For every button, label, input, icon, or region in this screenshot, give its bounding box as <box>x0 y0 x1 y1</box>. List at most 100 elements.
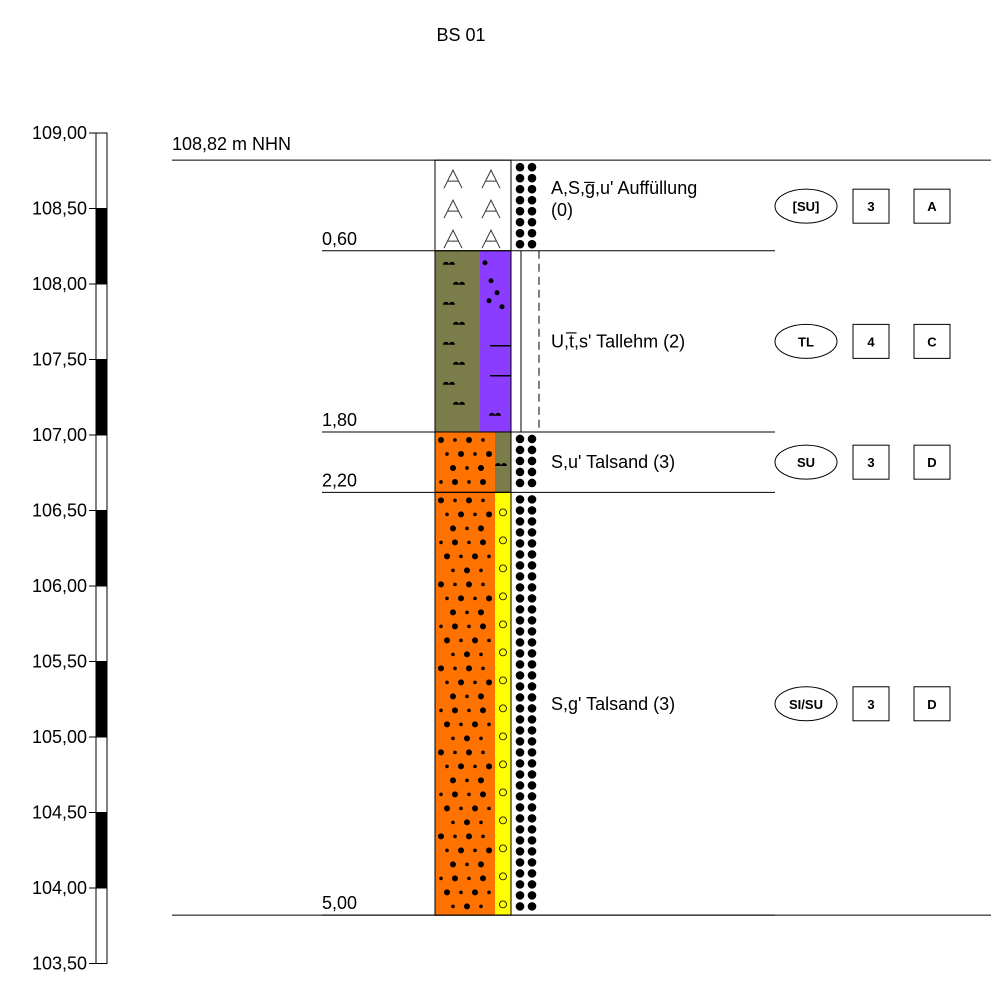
layer-secondary-fill <box>495 431 511 493</box>
consistency-dot <box>515 616 525 625</box>
sand-dot <box>465 778 469 783</box>
consistency-dot <box>527 880 537 889</box>
consistency-dot <box>515 891 525 900</box>
sand-dot <box>466 833 472 840</box>
class-letter-box <box>913 188 951 224</box>
layer-depth-label: 1,80 <box>322 410 357 430</box>
sand-dot <box>450 693 456 700</box>
consistency-dot <box>515 759 525 768</box>
gravel-circle <box>499 676 507 685</box>
class-letter-box <box>913 686 951 722</box>
consistency-dot <box>515 858 525 867</box>
layer-secondary-fill <box>495 492 511 916</box>
sand-dot <box>458 763 464 770</box>
consistency-dot <box>527 836 537 845</box>
consistency-dot <box>515 434 525 444</box>
consistency-dot <box>515 228 525 238</box>
consistency-dot <box>527 726 537 735</box>
consistency-dot <box>527 693 537 702</box>
consistency-dot <box>527 616 537 625</box>
scale-tick-label: 108,50 <box>32 199 87 219</box>
scale-segment <box>95 661 108 738</box>
layer-fill <box>434 159 512 252</box>
layer-2-graphic <box>434 250 540 433</box>
layer-depth-label: 2,20 <box>322 470 357 490</box>
sand-dot <box>453 498 457 503</box>
consistency-dot <box>527 517 537 526</box>
consistency-dot <box>515 660 525 669</box>
consistency-dot <box>527 759 537 768</box>
sand-dot <box>451 820 455 825</box>
sand-dot <box>473 848 477 853</box>
consistency-dot <box>515 445 525 455</box>
gravel-circle <box>499 536 507 545</box>
sand-dot <box>479 652 483 657</box>
consistency-dot <box>515 704 525 713</box>
sand-dot <box>466 665 472 672</box>
scale-segment <box>95 887 108 964</box>
class-letter-label: A <box>927 199 937 214</box>
gravel-dot <box>482 260 488 266</box>
silt-symbol <box>489 412 501 416</box>
sand-dot <box>452 623 458 630</box>
soil-group-ellipse <box>774 686 838 722</box>
class-letter-box <box>913 323 951 359</box>
sand-dot <box>480 539 486 546</box>
consistency-dot <box>527 770 537 779</box>
gravel-circle <box>499 648 507 657</box>
sand-dot <box>451 568 455 573</box>
sand-dot <box>459 890 463 895</box>
layer-depth-label: 0,60 <box>322 229 357 249</box>
consistency-dot <box>515 583 525 592</box>
consistency-dot <box>515 792 525 801</box>
consistency-dot <box>515 594 525 603</box>
sand-dot <box>486 679 492 686</box>
consistency-dot <box>515 825 525 834</box>
sand-dot <box>465 526 469 531</box>
sand-dot <box>472 721 478 728</box>
consistency-dot <box>527 704 537 713</box>
sand-dot <box>479 820 483 825</box>
consistency-dot <box>527 627 537 636</box>
consistency-dot <box>515 539 525 548</box>
sand-dot <box>444 637 450 644</box>
sand-dot <box>466 436 472 443</box>
sand-dot <box>478 525 484 532</box>
consistency-dot <box>527 550 537 559</box>
layer-depth-label: 5,00 <box>322 893 357 913</box>
layer-description: A,S,g̅,u' Auffüllung <box>551 178 697 198</box>
consistency-dot <box>515 715 525 724</box>
gravel-dot <box>486 298 492 304</box>
consistency-dot <box>527 814 537 823</box>
layer-secondary-fill <box>480 250 511 432</box>
soil-group-label: [SU] <box>793 199 820 214</box>
scale-segment <box>95 208 108 285</box>
elevation-scale: 109,00 108,50 108,00 107,50 107,00 106,50 106,… <box>32 123 108 974</box>
gravel-dot <box>499 304 505 310</box>
sand-dot <box>479 568 483 573</box>
sand-dot <box>481 750 485 755</box>
sand-dot <box>439 624 443 629</box>
class-letter-label: C <box>927 334 937 349</box>
scale-segment <box>95 736 108 813</box>
sand-dot <box>466 497 472 504</box>
gravel-circle <box>499 592 507 601</box>
sand-dot <box>473 680 477 685</box>
sand-dot <box>450 464 456 471</box>
sand-dot <box>439 540 443 545</box>
sand-dot <box>486 450 492 457</box>
consistency-dot <box>527 539 537 548</box>
sand-dot <box>487 722 491 727</box>
consistency-dot <box>515 467 525 477</box>
sand-dot <box>466 749 472 756</box>
sand-dot <box>473 764 477 769</box>
gravel-circle <box>499 704 507 713</box>
sand-dot <box>438 436 444 443</box>
soil-group-ellipse <box>774 188 838 224</box>
sand-dot <box>467 792 471 797</box>
soil-group-ellipse <box>774 444 838 480</box>
scale-tick-label: 104,00 <box>32 878 87 898</box>
fill-symbol <box>443 199 463 219</box>
consistency-dot <box>515 627 525 636</box>
